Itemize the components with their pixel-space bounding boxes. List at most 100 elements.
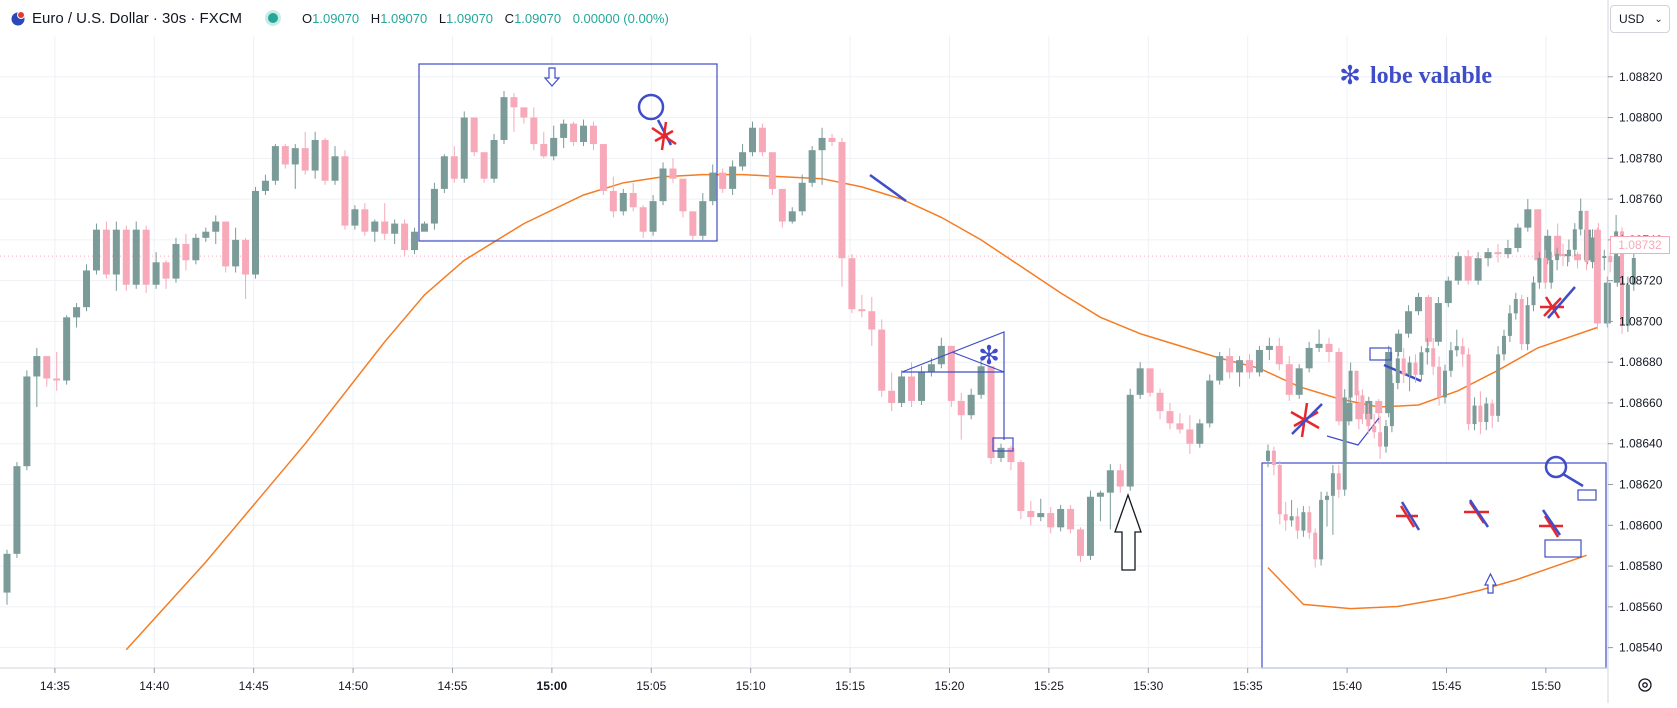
up-arrow-drawing[interactable] [1114,493,1142,571]
candle-body [122,229,130,285]
candle-body [63,317,71,381]
line-drawing[interactable] [1547,286,1576,319]
time-axis[interactable]: 14:35 14:40 14:45 14:50 14:55 15:00 15:05 15:10… [0,667,1608,693]
time-tick-label: 15:05 [636,679,666,693]
candle-body [1434,303,1442,342]
ohlc-key: C [504,10,515,26]
candle-body [1156,392,1164,412]
small-box-drawing[interactable] [1369,347,1392,361]
price-tick-label: 1.08660 [1619,396,1663,410]
candle-body [1116,470,1124,487]
price-axis[interactable]: 1.08540 1.08560 1.08580 1.08600 1.08620 1.086… [1607,0,1663,703]
inset-candle-body [1460,346,1465,355]
ohlc-legend: O1.09070 H1.09070 L1.09070 C1.09070 0.00… [302,11,677,26]
rectangle-drawing[interactable] [418,63,718,242]
candle-body [1027,511,1035,518]
candle-body [540,144,548,157]
circle-drawing[interactable] [637,93,665,121]
candle-body [1414,296,1422,312]
ohlc-value: 1.09070 [312,10,360,26]
inset-candle-body [1325,495,1329,500]
ohlc-key: O [302,10,313,26]
candle-body [1603,282,1611,324]
candle-body [530,117,538,145]
small-box-drawing[interactable] [992,437,1014,452]
price-tick-label: 1.08760 [1619,192,1663,206]
inset-candle-body [1602,255,1607,258]
symbol-flag-icon[interactable] [10,10,26,26]
inset-candle-body [1566,249,1571,256]
drawings-layer[interactable]: ✻ ✻ lobe valable [418,61,1636,669]
candle-body [1106,470,1114,493]
inset-moving-average [1267,554,1587,610]
candle-body [1246,360,1253,373]
asterisk-marker: ✻ [978,341,1000,371]
line-drawing[interactable] [1468,499,1490,528]
small-box-drawing[interactable] [1544,539,1582,558]
candle-body [1176,423,1184,430]
line-drawing[interactable] [1562,472,1584,488]
inset-candle-body [1289,516,1294,521]
candle-body [261,180,269,191]
candle-body [1325,343,1333,352]
candle-body [301,148,309,171]
candle-body [33,356,41,377]
trend-line-drawing[interactable] [869,173,907,203]
candle-body [281,146,289,165]
settings-icon[interactable] [1634,674,1656,696]
candle-body [947,345,955,401]
currency-selector[interactable]: USD ⌄ [1610,5,1670,33]
cross-mark[interactable] [1540,296,1564,319]
cross-mark[interactable] [1396,505,1418,528]
candle-body [142,229,150,285]
inset-candle-body [1266,450,1270,461]
cross-mark[interactable] [1539,515,1563,538]
inset-candle-body [1431,348,1436,367]
price-tick-label: 1.08640 [1619,437,1663,451]
inset-screenshot[interactable] [1261,198,1636,669]
circle-drawing[interactable] [1544,455,1568,479]
annotation-text[interactable]: lobe valable [1370,63,1492,89]
inset-candle-body [1572,229,1577,250]
candle-body [639,207,647,232]
candle-body [341,156,349,226]
market-status-icon[interactable] [268,13,279,23]
down-arrow-drawing[interactable] [543,67,561,87]
candle-body [172,243,180,279]
candle-body [162,262,170,279]
small-box-drawing[interactable] [1577,489,1597,501]
line-drawing[interactable] [1291,403,1323,435]
candle-body [73,307,81,318]
up-arrow-drawing[interactable] [1484,572,1497,594]
line-drawing[interactable] [1400,501,1421,531]
v-drawing[interactable] [1326,417,1380,446]
candle-body [520,107,528,118]
candle-body [1474,258,1482,281]
triangle-edge-drawing[interactable] [951,351,1005,373]
candle-body [1385,352,1393,414]
candle-body [1524,209,1532,228]
candle-body [1275,345,1283,365]
candle-body [182,243,190,261]
cross-mark[interactable] [651,121,677,151]
candle-body [1285,364,1293,395]
ohlc-value: 1.09070 [446,10,494,26]
candle-body [391,223,399,234]
symbol-title[interactable]: Euro / U.S. Dollar · 30s · FXCM [32,9,243,27]
candle-body [252,190,259,275]
ohlc-key: L [438,10,447,26]
candle-body [23,376,31,467]
candle-body [1057,508,1065,528]
candle-body [917,372,925,401]
candle-body [589,125,597,145]
candles-layer [3,91,1621,605]
price-tick-label: 1.08680 [1619,355,1663,369]
candle-body [1086,496,1094,556]
inset-candle-body [1342,397,1347,490]
chart-header: Euro / U.S. Dollar · 30s · FXCM O1.09070… [0,0,677,36]
inset-candle-body [1277,465,1282,515]
candle-body [1077,529,1085,556]
line-drawing[interactable] [1541,509,1562,536]
